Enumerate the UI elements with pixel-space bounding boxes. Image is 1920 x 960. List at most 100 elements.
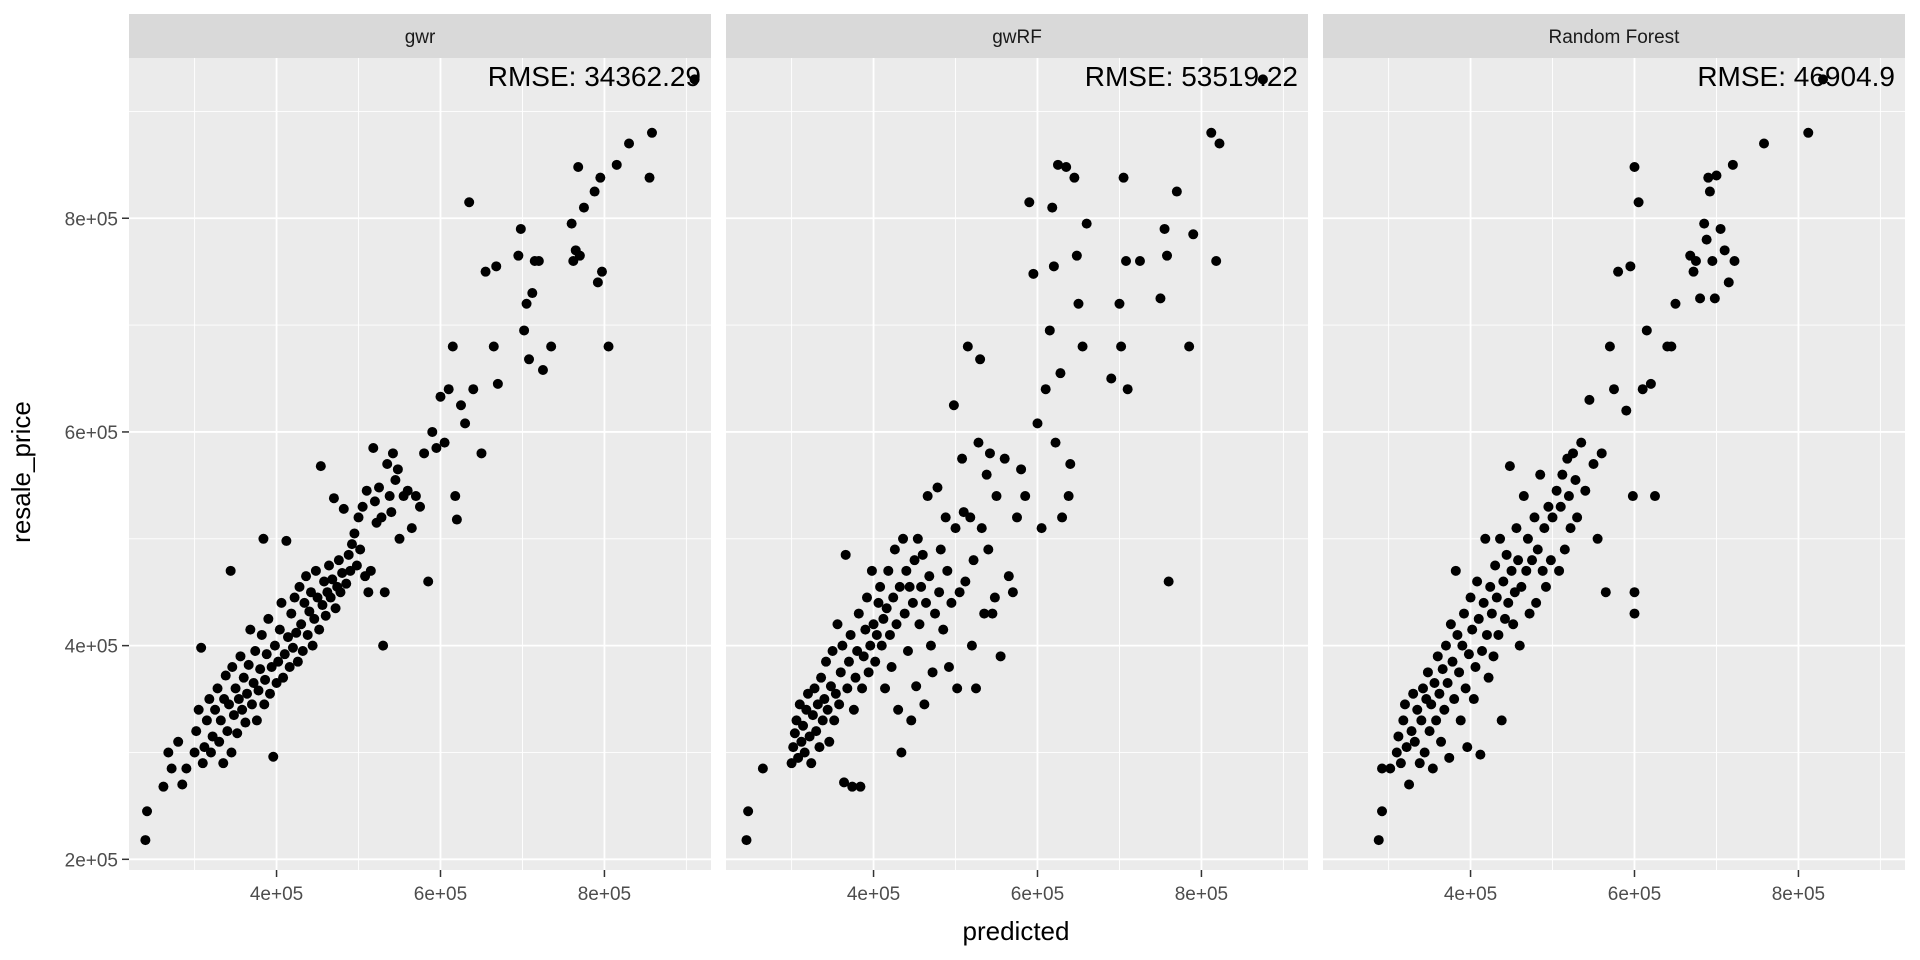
data-point bbox=[1395, 758, 1406, 769]
data-point bbox=[1073, 298, 1084, 309]
data-point bbox=[355, 544, 366, 555]
data-point bbox=[328, 493, 339, 504]
data-point bbox=[443, 384, 454, 395]
data-point bbox=[1188, 229, 1199, 240]
data-point bbox=[809, 683, 820, 694]
data-point bbox=[830, 688, 841, 699]
data-point bbox=[1629, 608, 1640, 619]
data-point bbox=[492, 378, 503, 389]
data-point bbox=[315, 461, 326, 472]
data-point bbox=[423, 576, 434, 587]
data-point bbox=[902, 645, 913, 656]
data-point bbox=[1501, 549, 1512, 560]
data-point bbox=[519, 325, 530, 336]
data-point bbox=[1406, 726, 1417, 737]
data-point bbox=[205, 747, 216, 758]
data-point bbox=[1481, 629, 1492, 640]
data-point bbox=[287, 642, 298, 653]
data-point bbox=[365, 565, 376, 576]
data-point bbox=[1439, 704, 1450, 715]
data-point bbox=[1629, 587, 1640, 598]
data-point bbox=[1385, 763, 1396, 774]
data-point bbox=[799, 747, 810, 758]
data-point bbox=[1584, 394, 1595, 405]
data-point bbox=[537, 364, 548, 375]
data-point bbox=[814, 742, 825, 753]
data-point bbox=[286, 608, 297, 619]
data-point bbox=[233, 694, 244, 705]
panel-gwr: gwr RMSE: 34362.29 bbox=[129, 14, 711, 870]
data-point bbox=[264, 688, 275, 699]
data-point bbox=[1543, 501, 1554, 512]
data-point bbox=[319, 576, 330, 587]
data-point bbox=[1044, 325, 1055, 336]
data-point bbox=[1625, 261, 1636, 272]
data-point bbox=[880, 683, 891, 694]
data-point bbox=[904, 581, 915, 592]
data-point bbox=[999, 453, 1010, 464]
data-point bbox=[1609, 384, 1619, 395]
data-point bbox=[573, 161, 584, 172]
data-point bbox=[1504, 461, 1515, 472]
data-point bbox=[1537, 565, 1548, 576]
data-point bbox=[1707, 256, 1718, 266]
data-point bbox=[916, 581, 927, 592]
data-point bbox=[1377, 763, 1388, 774]
data-point bbox=[981, 469, 992, 480]
data-point bbox=[1442, 678, 1453, 689]
data-point bbox=[1475, 749, 1486, 760]
data-point bbox=[1020, 491, 1031, 502]
data-point bbox=[513, 250, 524, 261]
data-point bbox=[1458, 608, 1469, 619]
points-group bbox=[741, 74, 1268, 846]
data-point bbox=[829, 715, 840, 726]
data-point bbox=[246, 699, 257, 710]
data-point bbox=[1445, 619, 1456, 630]
data-point bbox=[911, 681, 922, 692]
data-point bbox=[1499, 613, 1510, 624]
data-point bbox=[1460, 683, 1471, 694]
data-point bbox=[242, 688, 253, 699]
data-point bbox=[865, 640, 876, 651]
data-point bbox=[1478, 597, 1489, 608]
data-point bbox=[253, 685, 264, 696]
data-point bbox=[324, 560, 335, 571]
data-point bbox=[689, 74, 700, 85]
data-point bbox=[1429, 678, 1440, 689]
data-point bbox=[1563, 491, 1574, 502]
data-point bbox=[863, 667, 874, 678]
data-point bbox=[204, 694, 215, 705]
data-point bbox=[243, 659, 254, 670]
data-point bbox=[193, 704, 204, 715]
data-point bbox=[624, 138, 635, 149]
data-point bbox=[166, 763, 177, 774]
y-tick-label: 4e+05 bbox=[65, 637, 118, 658]
data-point bbox=[845, 629, 856, 640]
data-point bbox=[335, 587, 346, 598]
data-point bbox=[1554, 565, 1565, 576]
x-tick-label: 6e+05 bbox=[414, 884, 467, 905]
data-point bbox=[919, 699, 930, 710]
data-point bbox=[907, 597, 918, 608]
data-point bbox=[227, 662, 238, 672]
data-point bbox=[834, 699, 845, 710]
x-tick-label: 6e+05 bbox=[1011, 884, 1064, 905]
data-point bbox=[301, 571, 312, 582]
data-point bbox=[419, 448, 430, 459]
data-point bbox=[312, 592, 323, 603]
data-point bbox=[476, 448, 487, 459]
data-point bbox=[1418, 683, 1429, 694]
data-point bbox=[1498, 576, 1509, 587]
data-point bbox=[435, 391, 446, 402]
data-point bbox=[1401, 742, 1412, 753]
data-point bbox=[1690, 256, 1701, 266]
data-point bbox=[281, 535, 292, 546]
data-point bbox=[201, 715, 212, 726]
data-point bbox=[1077, 341, 1088, 352]
x-axis-title: predicted bbox=[963, 916, 1070, 946]
data-point bbox=[1488, 651, 1499, 662]
data-point bbox=[1412, 704, 1423, 715]
data-point bbox=[952, 683, 963, 694]
data-point bbox=[1470, 662, 1481, 672]
data-point bbox=[1432, 651, 1443, 662]
